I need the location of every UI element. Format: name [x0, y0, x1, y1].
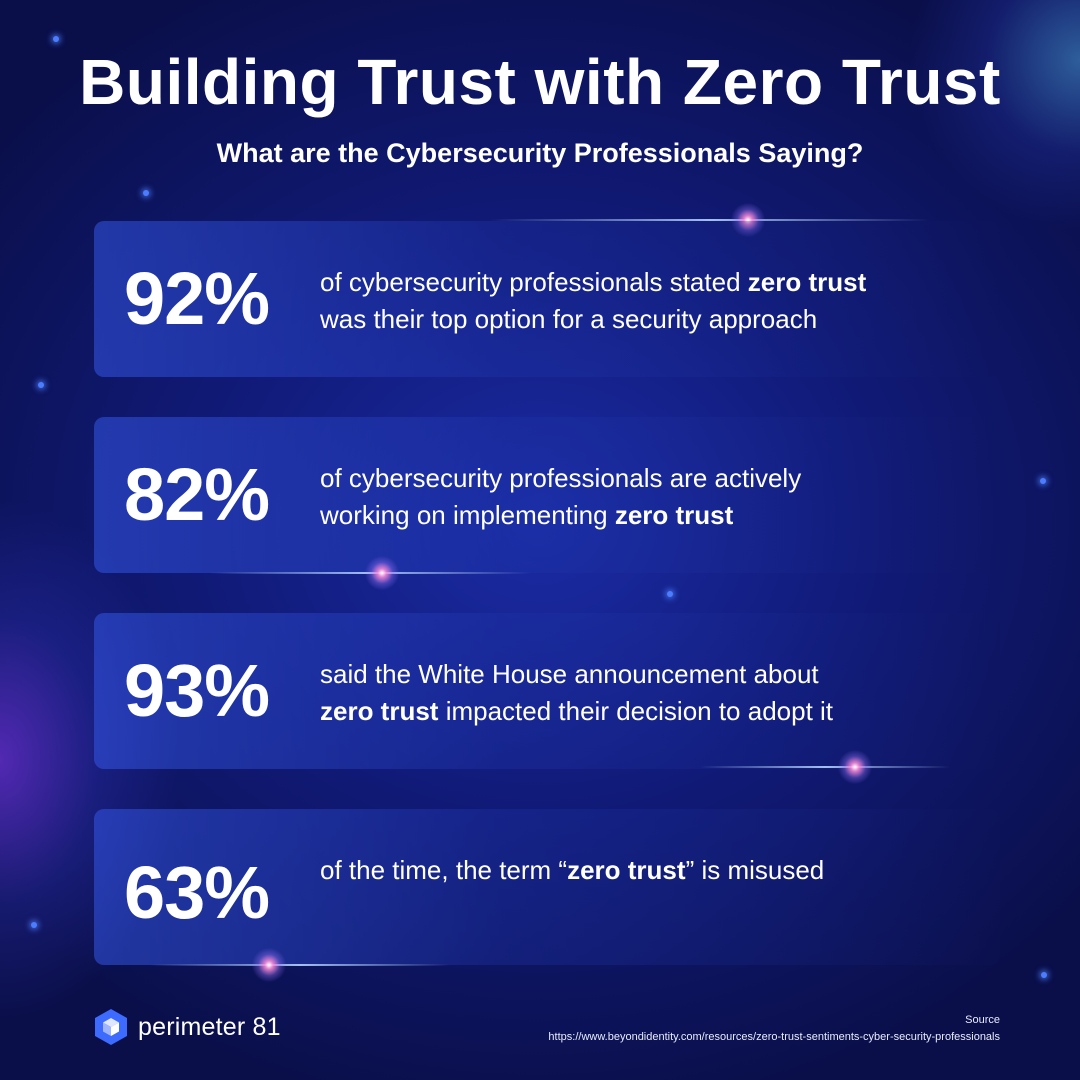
brand-logo: perimeter 81 — [94, 1008, 281, 1046]
stat-percentage: 63% — [124, 851, 270, 934]
glow-flare — [838, 750, 872, 784]
sparkle-dot — [667, 591, 673, 597]
glow-flare — [365, 556, 399, 590]
stat-percentage: 82% — [124, 453, 270, 536]
stat-percentage: 92% — [124, 257, 270, 340]
source-label: Source — [965, 1014, 1000, 1026]
sparkle-dot — [1041, 972, 1047, 978]
sparkle-dot — [31, 922, 37, 928]
glow-line — [700, 766, 950, 768]
hexagon-cube-logo-icon — [95, 1009, 127, 1045]
sparkle-dot — [1040, 478, 1046, 484]
stat-card: 93% said the White House announcement ab… — [94, 613, 1000, 769]
stat-description: of cybersecurity professionals are activ… — [320, 463, 802, 530]
stat-description: said the White House announcement about … — [320, 659, 834, 726]
stat-card: 92% of cybersecurity professionals state… — [94, 221, 1000, 377]
page-title: Building Trust with Zero Trust — [79, 46, 1001, 118]
brand-name: perimeter 81 — [138, 1012, 281, 1041]
stat-card: 82% of cybersecurity professionals are a… — [94, 417, 1000, 573]
stat-description: of the time, the term “zero trust” is mi… — [320, 855, 825, 885]
glow-line — [490, 219, 930, 221]
sparkle-dot — [53, 36, 59, 42]
page-subtitle: What are the Cybersecurity Professionals… — [216, 138, 864, 168]
source-citation: Source https://www.beyondidentity.com/re… — [548, 1012, 1000, 1046]
sparkle-dot — [38, 382, 44, 388]
source-url[interactable]: https://www.beyondidentity.com/resources… — [548, 1031, 1000, 1043]
stat-card: 63% of the time, the term “zero trust” i… — [94, 809, 1000, 965]
stat-description: of cybersecurity professionals stated ze… — [320, 267, 867, 334]
sparkle-dot — [143, 190, 149, 196]
stat-percentage: 93% — [124, 649, 270, 732]
glow-flare — [252, 948, 286, 982]
glow-line — [150, 964, 450, 966]
